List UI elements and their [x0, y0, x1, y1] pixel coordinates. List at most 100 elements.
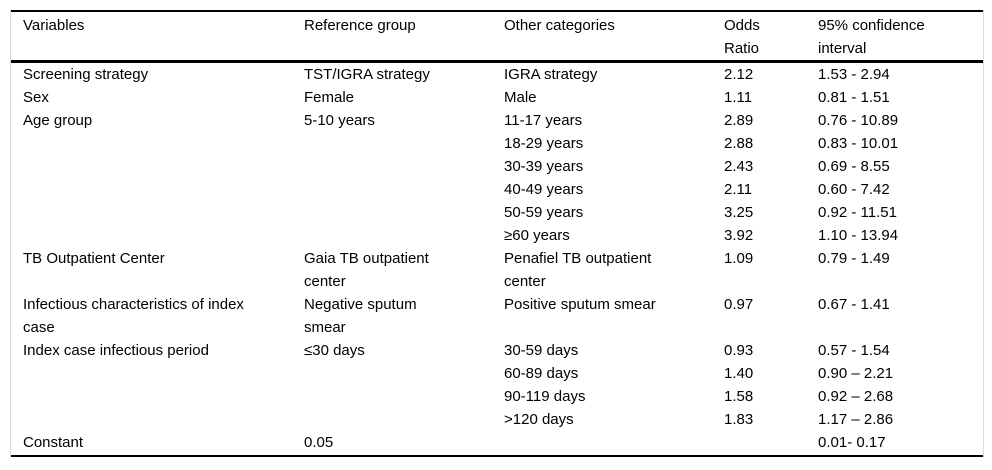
cell-odds-ratio: 1.58	[724, 388, 754, 405]
cell-variable	[11, 408, 292, 431]
cell-other-category: Male	[504, 89, 537, 106]
cell-other-category: IGRA strategy	[504, 66, 598, 83]
cell-odds-ratio: 2.11	[724, 181, 753, 198]
table-body: Screening strategy TST/IGRA strategy IGR…	[11, 62, 983, 457]
cell-odds-ratio: 3.25	[724, 204, 754, 221]
table-row: 90-119 days 1.58 0.92 – 2.68	[11, 385, 983, 408]
cell-odds-ratio: 1.40	[724, 365, 754, 382]
cell-variable: Infectious characteristics of index case	[23, 296, 244, 336]
cell-other-category: ≥60 years	[504, 227, 570, 244]
cell-confidence-interval: 0.90 – 2.21	[818, 365, 894, 382]
regression-results-table: Variables Reference group Other categori…	[11, 10, 983, 457]
table-row: Infectious characteristics of index case…	[11, 293, 983, 339]
cell-odds-ratio: 2.88	[724, 135, 754, 152]
cell-reference-group: Negative sputum smear	[304, 296, 417, 336]
cell-confidence-interval: 0.92 - 11.51	[818, 204, 897, 221]
header-row: Variables Reference group Other categori…	[11, 11, 983, 63]
cell-reference-group: Gaia TB outpatient center	[304, 250, 429, 290]
table-row: Screening strategy TST/IGRA strategy IGR…	[11, 62, 983, 87]
cell-confidence-interval: 0.60 - 7.42	[818, 181, 890, 198]
table-row: >120 days 1.83 1.17 – 2.86	[11, 408, 983, 431]
cell-variable: Constant	[23, 434, 84, 451]
cell-variable	[11, 201, 292, 224]
cell-other-category: 18-29 years	[504, 135, 584, 152]
cell-odds-ratio: 3.92	[724, 227, 754, 244]
cell-reference-group	[292, 201, 492, 224]
cell-variable	[11, 132, 292, 155]
cell-variable	[11, 224, 292, 247]
cell-reference-group	[292, 155, 492, 178]
cell-reference-group: TST/IGRA strategy	[304, 66, 430, 83]
col-header-other-categories: Other categories	[492, 11, 712, 63]
table-row: ≥60 years 3.92 1.10 - 13.94	[11, 224, 983, 247]
cell-other-category: 50-59 years	[504, 204, 584, 221]
cell-odds-ratio: 1.83	[724, 411, 754, 428]
cell-reference-group: 5-10 years	[304, 112, 375, 129]
table-row: 18-29 years 2.88 0.83 - 10.01	[11, 132, 983, 155]
table-row: Constant 0.05 0.01- 0.17	[11, 431, 983, 456]
table-row: 30-39 years 2.43 0.69 - 8.55	[11, 155, 983, 178]
cell-other-category: 60-89 days	[504, 365, 579, 382]
cell-reference-group	[292, 408, 492, 431]
cell-confidence-interval: 0.01- 0.17	[818, 434, 886, 451]
cell-confidence-interval: 0.92 – 2.68	[818, 388, 894, 405]
cell-odds-ratio: 2.12	[724, 66, 754, 83]
col-header-odds-ratio: Odds Ratio	[712, 11, 806, 63]
cell-confidence-interval: 0.76 - 10.89	[818, 112, 899, 129]
cell-confidence-interval: 0.79 - 1.49	[818, 250, 890, 267]
cell-odds-ratio: 2.89	[724, 112, 754, 129]
cell-reference-group	[292, 362, 492, 385]
table-row: 40-49 years 2.11 0.60 - 7.42	[11, 178, 983, 201]
odds-ratio-table: Variables Reference group Other categori…	[10, 10, 984, 457]
cell-reference-group	[292, 224, 492, 247]
table-row: TB Outpatient Center Gaia TB outpatient …	[11, 247, 983, 293]
col-header-variables: Variables	[11, 11, 292, 63]
cell-odds-ratio: 2.43	[724, 158, 754, 175]
cell-confidence-interval: 0.57 - 1.54	[818, 342, 890, 359]
cell-odds-ratio	[712, 431, 806, 456]
cell-confidence-interval: 0.81 - 1.51	[818, 89, 890, 106]
cell-other-category: Positive sputum smear	[504, 296, 656, 313]
cell-variable	[11, 178, 292, 201]
cell-variable: Screening strategy	[23, 66, 149, 83]
cell-confidence-interval: 1.17 – 2.86	[818, 411, 894, 428]
cell-variable: TB Outpatient Center	[23, 250, 165, 267]
cell-other-category: 30-39 years	[504, 158, 584, 175]
cell-reference-group: 0.05	[304, 434, 334, 451]
cell-variable: Sex	[23, 89, 49, 106]
cell-other-category	[492, 431, 712, 456]
cell-other-category: 40-49 years	[504, 181, 584, 198]
cell-variable: Age group	[23, 112, 93, 129]
cell-variable	[11, 155, 292, 178]
cell-other-category: 90-119 days	[504, 388, 586, 405]
col-header-reference-group: Reference group	[292, 11, 492, 63]
cell-odds-ratio: 0.93	[724, 342, 754, 359]
cell-odds-ratio: 1.09	[724, 250, 754, 267]
cell-reference-group	[292, 132, 492, 155]
cell-reference-group	[292, 178, 492, 201]
cell-reference-group	[292, 385, 492, 408]
cell-confidence-interval: 1.53 - 2.94	[818, 66, 890, 83]
table-row: Sex Female Male 1.11 0.81 - 1.51	[11, 86, 983, 109]
cell-odds-ratio: 0.97	[724, 296, 754, 313]
cell-other-category: 30-59 days	[504, 342, 579, 359]
cell-other-category: 11-17 years	[504, 112, 583, 129]
table-row: Age group 5-10 years 11-17 years 2.89 0.…	[11, 109, 983, 132]
col-header-confidence-interval: 95% confidence interval	[806, 11, 983, 63]
table-header: Variables Reference group Other categori…	[11, 11, 983, 63]
cell-other-category: >120 days	[504, 411, 574, 428]
cell-variable	[11, 362, 292, 385]
cell-other-category: Penafiel TB outpatient center	[504, 250, 652, 290]
table-row: Index case infectious period ≤30 days 30…	[11, 339, 983, 362]
cell-confidence-interval: 0.69 - 8.55	[818, 158, 890, 175]
cell-variable: Index case infectious period	[23, 342, 209, 359]
cell-confidence-interval: 0.67 - 1.41	[818, 296, 890, 313]
cell-confidence-interval: 1.10 - 13.94	[818, 227, 899, 244]
table-row: 50-59 years 3.25 0.92 - 11.51	[11, 201, 983, 224]
cell-reference-group: ≤30 days	[304, 342, 365, 359]
cell-reference-group: Female	[304, 89, 355, 106]
cell-confidence-interval: 0.83 - 10.01	[818, 135, 899, 152]
table-row: 60-89 days 1.40 0.90 – 2.21	[11, 362, 983, 385]
cell-variable	[11, 385, 292, 408]
